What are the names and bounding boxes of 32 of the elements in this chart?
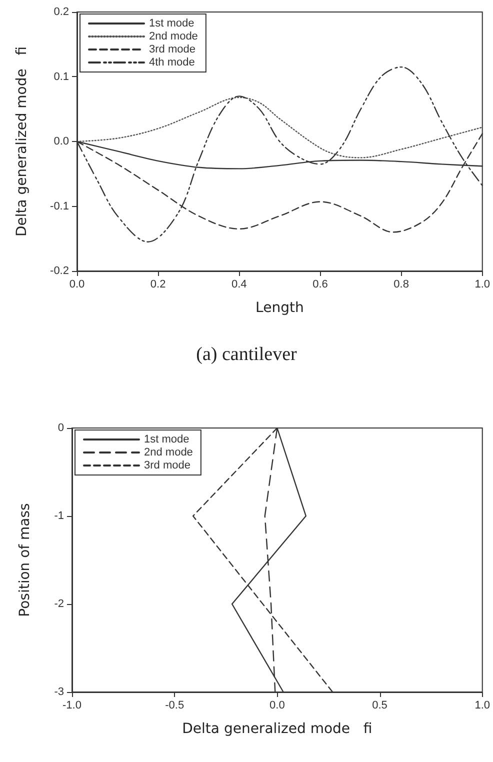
text: (a) cantilever	[195, 344, 298, 366]
x-tick-label: 0.5	[372, 700, 388, 712]
x-tick-label: 1.0	[474, 278, 490, 290]
y-tick-label: -3	[54, 686, 64, 698]
legend-label: 2nd mode	[144, 446, 193, 458]
x-tick-label: 0.0	[270, 700, 285, 712]
x-tick-label: -0.5	[165, 700, 184, 712]
y-tick-label: 0.1	[54, 70, 69, 83]
y-tick-label: 0.0	[54, 136, 69, 148]
legend-label: 4th mode	[149, 56, 195, 68]
y-axis-title: Delta generalized mode fi	[14, 46, 30, 237]
legend-label: 1st mode	[149, 18, 194, 30]
x-tick-label: 0.6	[312, 278, 328, 290]
x-axis-title: Delta generalized mode fi	[182, 721, 372, 737]
x-tick-label: 0.4	[231, 278, 247, 290]
x-tick-label: 0.2	[150, 278, 166, 290]
y-tick-label: -0.2	[50, 265, 69, 277]
legend-label: 3rd mode	[144, 460, 190, 472]
x-tick-label: 1.0	[474, 700, 490, 712]
y-tick-label: 0.2	[54, 6, 69, 18]
y-tick-label: -0.1	[50, 200, 69, 212]
x-tick-label: -1.0	[62, 700, 82, 712]
x-axis-title: Length	[256, 300, 304, 316]
y-tick-label: 0	[58, 422, 64, 434]
x-tick-label: 0.8	[394, 278, 409, 290]
x-tick-label: 0.0	[69, 278, 85, 290]
y-tick-label: -1	[54, 510, 64, 522]
legend-label: 2nd mode	[149, 30, 198, 42]
legend-label: 3rd mode	[149, 44, 196, 56]
legend-label: 1st mode	[144, 434, 190, 446]
y-tick-label: -2	[54, 598, 64, 610]
y-axis-title: Position of mass	[17, 503, 33, 617]
